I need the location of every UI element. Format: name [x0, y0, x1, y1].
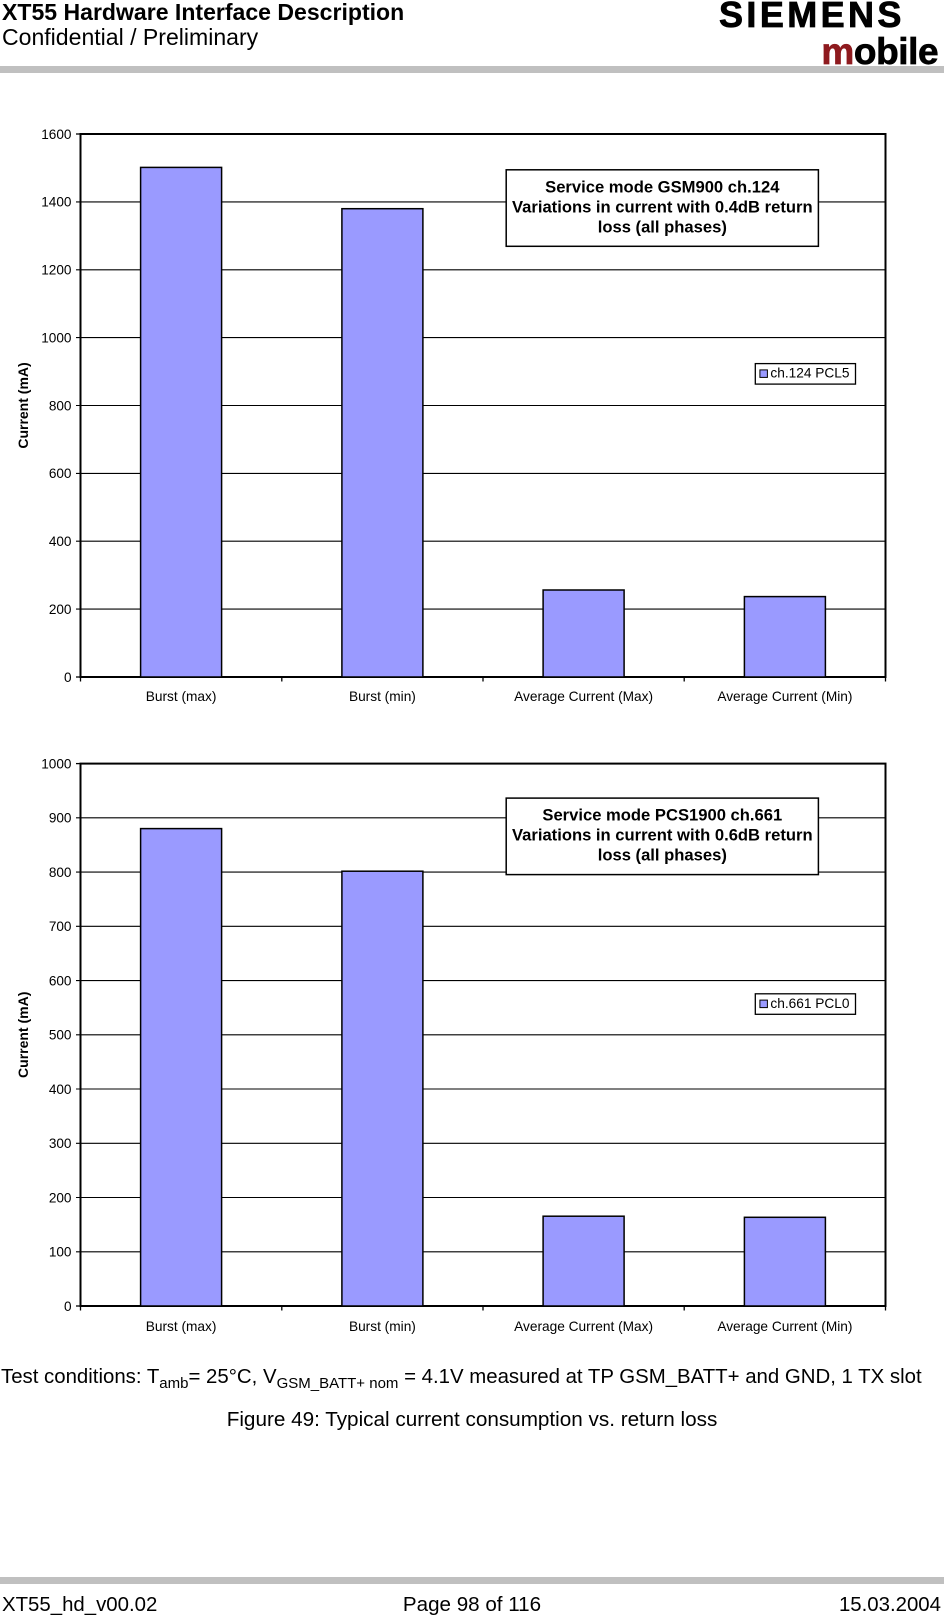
svg-text:Service mode GSM900 ch.124: Service mode GSM900 ch.124	[545, 177, 780, 196]
svg-text:0: 0	[64, 1299, 72, 1314]
svg-text:Average Current (Max): Average Current (Max)	[514, 689, 653, 704]
svg-text:800: 800	[49, 398, 72, 413]
svg-text:Average Current (Max): Average Current (Max)	[514, 1319, 653, 1334]
svg-text:900: 900	[49, 811, 72, 826]
svg-text:100: 100	[49, 1245, 72, 1260]
svg-text:200: 200	[49, 1190, 72, 1205]
svg-text:Burst (min): Burst (min)	[349, 1319, 416, 1334]
svg-text:Burst (max): Burst (max)	[146, 689, 217, 704]
svg-text:1000: 1000	[41, 330, 72, 345]
svg-text:Current (mA): Current (mA)	[15, 992, 31, 1078]
svg-text:Current (mA): Current (mA)	[15, 362, 31, 448]
svg-text:Average Current (Min): Average Current (Min)	[717, 689, 852, 704]
svg-text:Average Current (Min): Average Current (Min)	[717, 1319, 852, 1334]
svg-text:loss (all phases): loss (all phases)	[598, 846, 727, 865]
svg-text:0: 0	[64, 670, 72, 685]
svg-text:loss (all phases): loss (all phases)	[598, 217, 727, 236]
svg-text:ch.661 PCL0: ch.661 PCL0	[770, 996, 850, 1011]
svg-text:Burst (max): Burst (max)	[146, 1319, 217, 1334]
svg-text:600: 600	[49, 466, 72, 481]
svg-text:Variations in current with 0.4: Variations in current with 0.4dB return	[512, 197, 813, 216]
svg-text:300: 300	[49, 1136, 72, 1151]
svg-text:1600: 1600	[41, 127, 72, 142]
svg-text:400: 400	[49, 1082, 72, 1097]
svg-text:600: 600	[49, 973, 72, 988]
svg-text:Burst (min): Burst (min)	[349, 689, 416, 704]
svg-text:Variations in current with 0.6: Variations in current with 0.6dB return	[512, 826, 813, 845]
svg-text:1000: 1000	[41, 756, 72, 771]
svg-text:1400: 1400	[41, 195, 72, 210]
svg-text:500: 500	[49, 1028, 72, 1043]
svg-text:1200: 1200	[41, 263, 72, 278]
svg-text:Service mode PCS1900 ch.661: Service mode PCS1900 ch.661	[542, 806, 782, 825]
svg-text:700: 700	[49, 919, 72, 934]
svg-text:400: 400	[49, 534, 72, 549]
svg-text:ch.124 PCL5: ch.124 PCL5	[770, 366, 850, 381]
svg-text:800: 800	[49, 865, 72, 880]
svg-text:200: 200	[49, 602, 72, 617]
